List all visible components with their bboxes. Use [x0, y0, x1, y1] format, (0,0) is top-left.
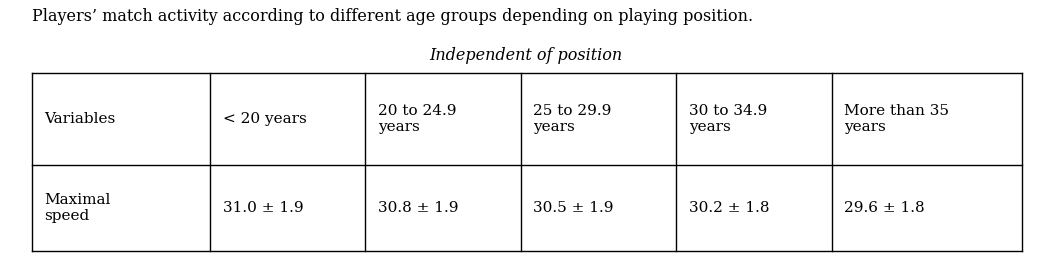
Text: 30.5 ± 1.9: 30.5 ± 1.9 [534, 201, 614, 215]
Text: 30 to 34.9
years: 30 to 34.9 years [688, 104, 767, 134]
Text: Players’ match activity according to different age groups depending on playing p: Players’ match activity according to dif… [32, 8, 753, 25]
Text: 29.6 ± 1.8: 29.6 ± 1.8 [844, 201, 925, 215]
Text: 30.2 ± 1.8: 30.2 ± 1.8 [688, 201, 769, 215]
Text: More than 35
years: More than 35 years [844, 104, 949, 134]
Text: Maximal
speed: Maximal speed [44, 193, 110, 223]
Text: 30.8 ± 1.9: 30.8 ± 1.9 [378, 201, 458, 215]
Text: 25 to 29.9
years: 25 to 29.9 years [534, 104, 612, 134]
Text: Variables: Variables [44, 112, 116, 126]
Text: < 20 years: < 20 years [223, 112, 306, 126]
Text: Independent of position: Independent of position [429, 47, 622, 64]
Text: 20 to 24.9
years: 20 to 24.9 years [378, 104, 456, 134]
Text: 31.0 ± 1.9: 31.0 ± 1.9 [223, 201, 303, 215]
